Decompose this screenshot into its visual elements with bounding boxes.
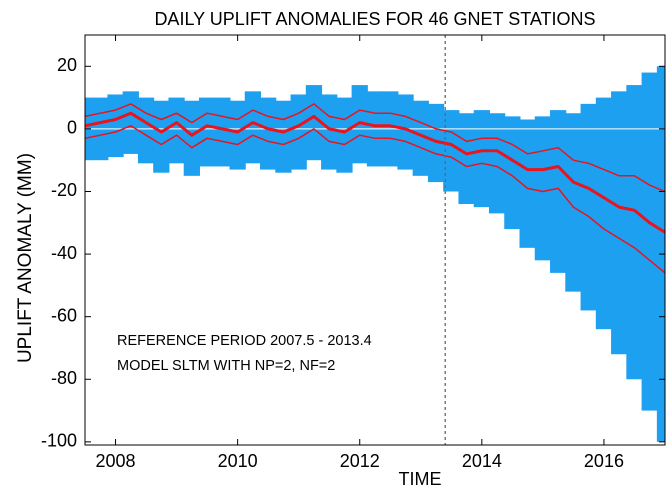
point-cloud <box>122 91 139 154</box>
point-cloud <box>321 94 338 170</box>
y-tick-label: -60 <box>51 305 77 325</box>
point-cloud <box>458 113 475 205</box>
x-tick-label: 2012 <box>340 451 380 471</box>
point-cloud <box>611 91 628 355</box>
y-tick-label: -80 <box>51 368 77 388</box>
annotation: REFERENCE PERIOD 2007.5 - 2013.4 <box>117 333 372 349</box>
point-cloud <box>641 72 658 411</box>
annotation: MODEL SLTM WITH NP=2, NF=2 <box>117 358 335 374</box>
point-cloud <box>214 97 231 167</box>
point-cloud <box>137 97 155 164</box>
x-tick-label: 2008 <box>96 451 136 471</box>
point-cloud <box>488 113 506 214</box>
y-axis-label: UPLIFT ANOMALY (MM) <box>15 153 36 363</box>
point-cloud <box>427 103 445 183</box>
chart-title: DAILY UPLIFT ANOMALIES FOR 46 GNET STATI… <box>154 9 595 29</box>
point-cloud <box>504 116 521 230</box>
y-tick-label: -20 <box>51 180 77 200</box>
point-cloud <box>580 103 597 311</box>
y-tick-label: -40 <box>51 243 77 263</box>
point-cloud <box>244 91 262 164</box>
point-cloud <box>412 100 429 176</box>
point-cloud <box>229 100 246 170</box>
point-cloud <box>198 97 216 167</box>
x-tick-label: 2014 <box>462 451 502 471</box>
line <box>85 103 665 193</box>
plot-area <box>85 66 665 442</box>
y-tick-label: 20 <box>57 55 77 75</box>
point-cloud <box>397 94 414 170</box>
point-cloud <box>595 97 613 330</box>
point-cloud <box>260 97 277 170</box>
point-cloud <box>107 94 124 158</box>
line <box>85 125 665 274</box>
point-cloud <box>290 94 307 170</box>
x-tick-label: 2010 <box>218 451 258 471</box>
x-tick-label: 2016 <box>584 451 624 471</box>
point-cloud <box>153 100 170 173</box>
plot-frame <box>84 34 666 446</box>
point-cloud <box>534 116 552 261</box>
x-axis-label: TIME <box>399 469 442 489</box>
point-cloud <box>275 100 292 173</box>
point-cloud <box>626 85 643 380</box>
point-cloud <box>305 85 323 161</box>
point-cloud <box>336 97 353 173</box>
point-cloud <box>473 110 490 208</box>
y-tick-label: -100 <box>41 431 77 451</box>
point-cloud <box>168 97 185 164</box>
point-cloud <box>183 100 200 176</box>
point-cloud <box>565 113 582 292</box>
point-cloud <box>550 110 567 273</box>
y-tick-label: 0 <box>67 118 77 138</box>
line <box>85 111 665 234</box>
